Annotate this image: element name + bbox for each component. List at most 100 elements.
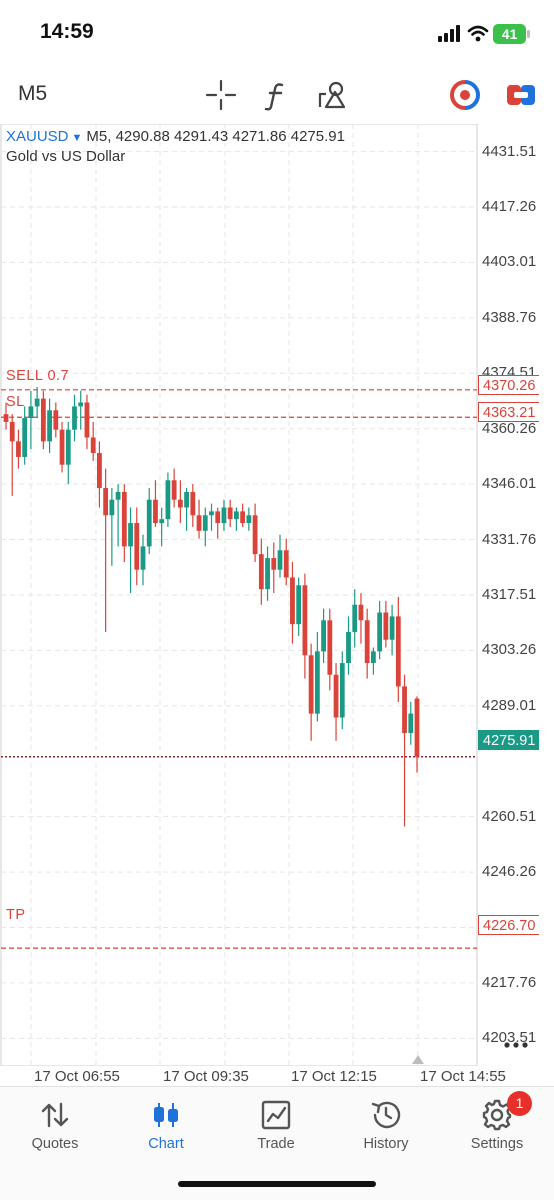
candle-body xyxy=(171,480,177,500)
price-axis-label: 4360.26 xyxy=(482,419,537,437)
ohlc-readout: M5, 4290.88 4291.43 4271.86 4275.91 xyxy=(86,128,345,145)
candle-body xyxy=(53,410,59,430)
price-axis-label: 4417.26 xyxy=(482,197,537,215)
candle-body xyxy=(234,511,239,520)
candle-body xyxy=(408,713,414,734)
objects-icon[interactable] xyxy=(316,78,350,112)
candle-body xyxy=(3,414,9,422)
candle-body xyxy=(277,550,283,570)
price-axis-label: 4217.76 xyxy=(482,973,537,991)
nav-trade[interactable]: Trade xyxy=(221,1087,331,1167)
candle-body xyxy=(240,511,246,524)
function-icon[interactable] xyxy=(259,78,293,112)
symbol-name[interactable]: XAUUSD xyxy=(6,128,69,145)
candle-body xyxy=(196,515,202,531)
symbol-description: Gold vs US Dollar xyxy=(6,148,126,165)
candle-body xyxy=(40,398,46,442)
sell-price-tag: 4370.26 xyxy=(478,375,540,395)
candle-body xyxy=(9,421,15,442)
candle-body xyxy=(28,406,34,419)
nav-quotes[interactable]: Quotes xyxy=(0,1087,110,1167)
trade-icon xyxy=(261,1100,291,1130)
price-axis-label: 4431.51 xyxy=(482,142,537,160)
candle-body xyxy=(109,499,115,516)
candle-body xyxy=(47,410,52,442)
candle-body xyxy=(364,620,370,664)
time-axis-label: 17 Oct 12:15 xyxy=(291,1068,377,1085)
candle-body xyxy=(389,616,395,640)
candle-body xyxy=(321,620,326,652)
price-axis-label: 4317.51 xyxy=(482,585,537,603)
price-axis-label: 4346.01 xyxy=(482,475,537,493)
nav-label: Quotes xyxy=(31,1136,79,1152)
candle-body xyxy=(252,515,258,555)
chart-header: XAUUSD ▼ M5, 4290.88 4291.43 4271.86 4275.… xyxy=(6,128,345,145)
nav-label: Chart xyxy=(148,1136,184,1152)
candle-body xyxy=(115,491,121,500)
status-time: 14:59 xyxy=(40,20,94,43)
candle-body xyxy=(377,612,383,652)
sell-line-label[interactable]: SELL 0.7 xyxy=(6,368,70,384)
crosshair-icon[interactable] xyxy=(204,78,238,112)
candle-body xyxy=(246,515,252,524)
candle-body xyxy=(78,402,84,407)
candle-body xyxy=(16,441,21,457)
symbol-caret-icon[interactable]: ▼ xyxy=(71,132,83,144)
chart-canvas[interactable] xyxy=(0,124,554,1066)
candle-body xyxy=(258,554,264,590)
candle-body xyxy=(402,686,407,734)
candle-body xyxy=(22,418,28,457)
candle-body xyxy=(90,437,96,454)
candle-body xyxy=(209,511,214,516)
sl-price-tag: 4363.21 xyxy=(478,402,540,422)
candle-body xyxy=(333,674,339,718)
candle-body xyxy=(72,406,77,430)
candle-body xyxy=(314,651,320,714)
nav-label: Settings xyxy=(470,1136,524,1152)
time-axis-label: 17 Oct 06:55 xyxy=(34,1068,120,1085)
battery-level: 41 xyxy=(501,26,518,42)
candle-body xyxy=(358,604,364,621)
candle-body xyxy=(97,453,102,489)
tp-line-label[interactable]: TP xyxy=(6,907,26,923)
candle-body xyxy=(352,604,358,632)
price-axis-label: 4246.26 xyxy=(482,863,537,881)
candle-body xyxy=(153,499,158,524)
tp-price-tag: 4226.70 xyxy=(478,915,540,935)
candle-body xyxy=(308,655,314,714)
more-icon[interactable] xyxy=(502,1033,530,1057)
candle-body xyxy=(339,663,345,718)
history-icon xyxy=(371,1101,401,1129)
one-click-trading-icon[interactable] xyxy=(448,78,482,112)
chart-shift-marker xyxy=(412,1055,424,1064)
candle-body xyxy=(177,499,183,508)
home-indicator xyxy=(178,1181,376,1187)
nav-settings[interactable]: Settings xyxy=(442,1087,552,1167)
candle-body xyxy=(265,558,270,590)
candle-body xyxy=(202,515,208,531)
candle-body xyxy=(140,546,146,570)
status-icons: 41 xyxy=(436,22,532,46)
candle-body xyxy=(84,402,90,438)
sl-line-label[interactable]: SL xyxy=(6,394,25,410)
quotes-icon xyxy=(41,1102,69,1128)
price-chart[interactable] xyxy=(0,124,554,1066)
candle-body xyxy=(134,523,140,570)
candle-body xyxy=(290,577,295,625)
candle-body xyxy=(221,507,227,524)
nav-label: History xyxy=(363,1136,409,1152)
nav-history[interactable]: History xyxy=(331,1087,441,1167)
candle-body xyxy=(121,491,127,547)
candle-body xyxy=(346,631,351,664)
trade-toggle-icon[interactable] xyxy=(504,78,538,112)
candle-body xyxy=(395,616,401,687)
candle-body xyxy=(383,612,389,640)
candle-body xyxy=(146,499,152,547)
price-axis-label: 4203.51 xyxy=(482,1029,537,1047)
timeframe-button[interactable]: M5 xyxy=(18,82,48,105)
nav-chart[interactable]: Chart xyxy=(111,1087,221,1167)
price-axis-label: 4289.01 xyxy=(482,696,537,714)
chart-icon xyxy=(154,1103,178,1127)
price-axis-label: 4403.01 xyxy=(482,253,537,271)
candle-body xyxy=(296,585,302,625)
